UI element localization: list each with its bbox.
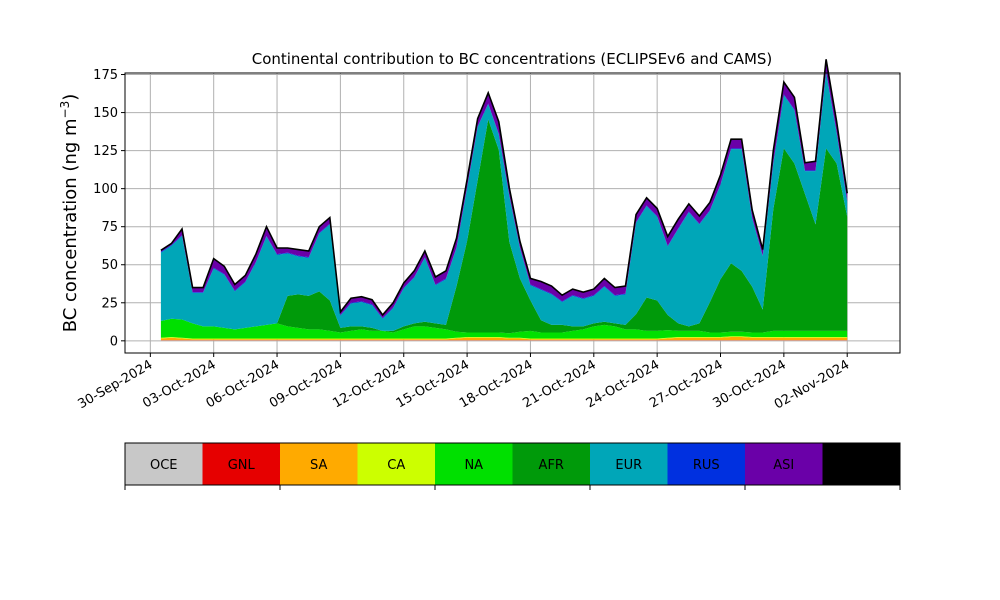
y-tick-label: 0: [110, 334, 118, 349]
chart-title: Continental contribution to BC concentra…: [252, 50, 773, 68]
y-axis-label-main: BC concentration (ng m: [60, 118, 81, 332]
legend-swatch-aus: [822, 443, 900, 485]
y-tick-label: 25: [101, 296, 118, 311]
y-axis-label-exponent: −3: [58, 101, 72, 119]
y-axis-label-close: ): [60, 94, 81, 101]
legend-label-rus: RUS: [693, 458, 720, 473]
y-tick-label: 150: [93, 106, 118, 121]
area-eur: [160, 72, 848, 331]
legend-swatch-asi: [745, 443, 823, 485]
y-tick-label: 50: [101, 258, 118, 273]
legend-label-sa: SA: [310, 458, 327, 473]
legend-label-asi: ASI: [773, 458, 794, 473]
legend-colorbar: OCE GNL SA CA NA AFR EUR RUS ASI AUS: [124, 442, 901, 490]
legend-swatch-na: [435, 443, 513, 485]
total-outline: [160, 59, 848, 317]
area-na: [160, 318, 848, 339]
legend-swatch-oce: [125, 443, 203, 485]
total-line: [160, 59, 848, 317]
x-axis: 30-Sep-202403-Oct-202406-Oct-202409-Oct-…: [76, 353, 852, 412]
legend-label-ca: CA: [387, 458, 405, 473]
legend-label-afr: AFR: [539, 458, 564, 473]
legend-swatch-afr: [512, 443, 590, 485]
legend-label-gnl: GNL: [228, 458, 256, 473]
y-axis-label: BC concentration (ng m−3): [58, 94, 81, 333]
legend-swatch-gnl: [202, 443, 280, 485]
legend-frame: [124, 442, 901, 486]
area-afr: [160, 119, 848, 334]
y-tick-label: 175: [93, 68, 118, 83]
legend-label-eur: EUR: [615, 458, 642, 473]
legend-swatch-sa: [280, 443, 358, 485]
legend-swatch-eur: [590, 443, 668, 485]
legend-label-na: NA: [464, 458, 483, 473]
y-tick-label: 100: [93, 182, 118, 197]
legend-swatch-ca: [357, 443, 435, 485]
legend-label-oce: OCE: [150, 458, 178, 473]
y-tick-label: 75: [101, 220, 118, 235]
y-tick-label: 125: [93, 144, 118, 159]
plot-frame: [124, 72, 901, 354]
y-axis: 0 25 50 75 100 125 150 175: [93, 68, 125, 349]
stacked-areas: [160, 59, 848, 341]
legend-label-aus: AUS: [848, 458, 875, 473]
legend-swatch-rus: [667, 443, 745, 485]
